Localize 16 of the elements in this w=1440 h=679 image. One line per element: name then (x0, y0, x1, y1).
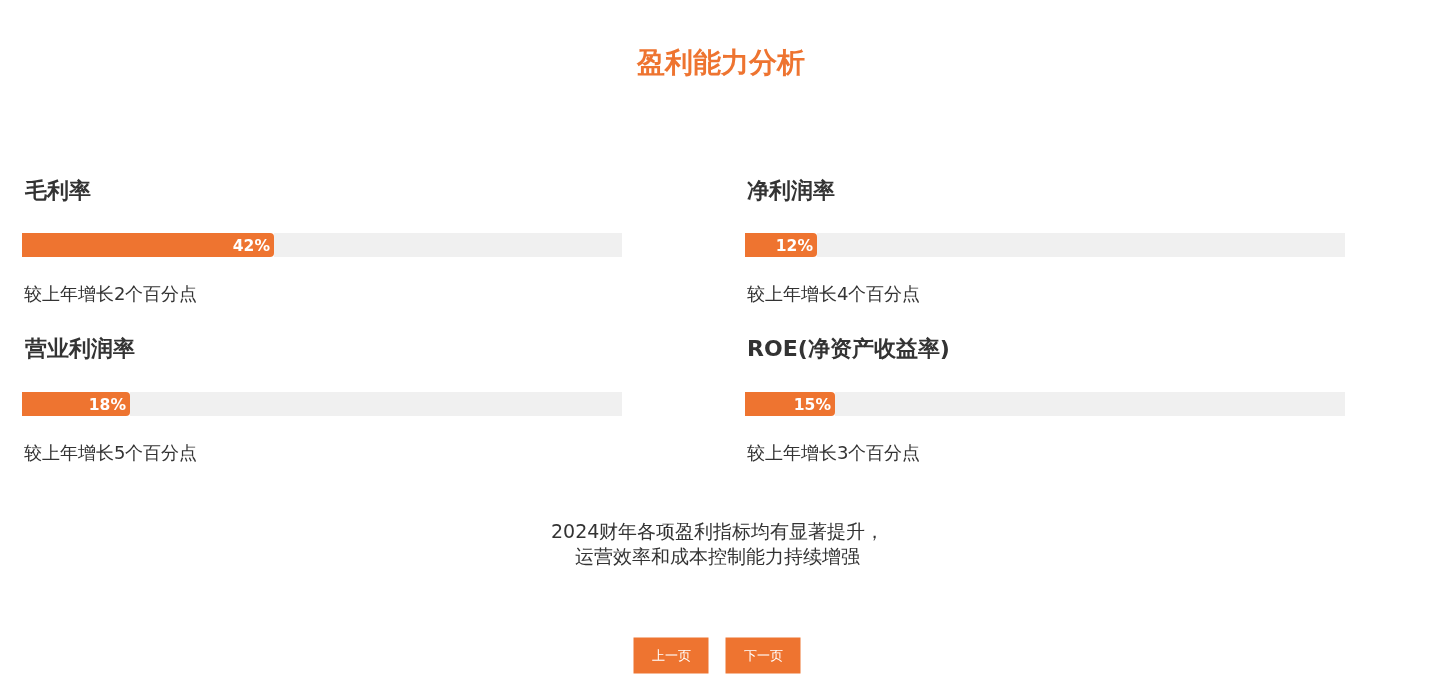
text: 盈利能力分析 (636, 46, 805, 79)
data-label: 18% (88, 395, 127, 414)
text: 下一页 (743, 648, 783, 663)
text: 上一页 (651, 648, 691, 663)
text: 2024财年各项盈利指标均有显著提升，运营效率和成本控制能力持续增强 (551, 520, 885, 567)
y-tick-label: 毛利率 (24, 178, 91, 203)
y-tick-label: 营业利润率 (24, 336, 135, 361)
y-tick-label: ROE(净资产收益率) (747, 336, 950, 361)
text: 较上年增长5个百分点 (24, 442, 198, 463)
text: 较上年增长3个百分点 (747, 442, 921, 463)
annotation: 较上年增长2个百分点 (24, 283, 198, 304)
y-tick-label: 净利润率 (747, 178, 835, 203)
data-label: 15% (793, 395, 832, 414)
annotation: 较上年增长4个百分点 (747, 283, 921, 304)
data-label: 12% (775, 236, 814, 255)
data-label: 42% (232, 236, 271, 255)
